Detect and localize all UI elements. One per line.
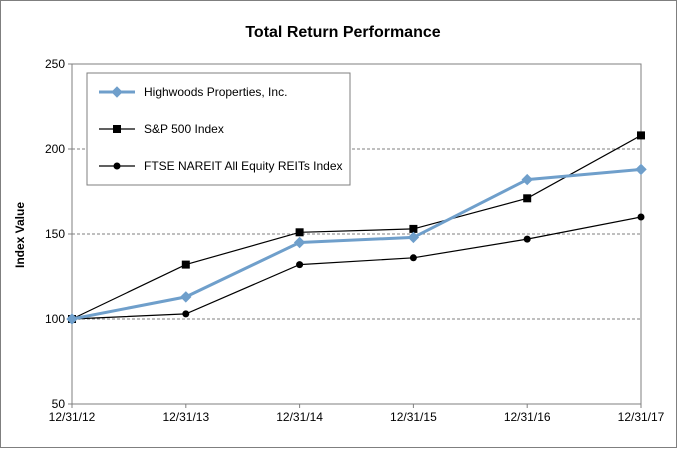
series-2-point-5: [637, 213, 645, 221]
legend-label-2: FTSE NAREIT All Equity REITs Index: [144, 159, 343, 173]
y-tick-label-100: 100: [45, 312, 65, 326]
series-2: [68, 213, 645, 323]
series-0-point-2: [293, 236, 306, 249]
y-tick-label-200: 200: [45, 142, 65, 156]
legend-marker-2: [113, 162, 121, 170]
series-0-point-3: [407, 231, 420, 244]
x-axis-ticks: 12/31/12 12/31/13 12/31/14 12/31/15 12/31/16…: [49, 404, 665, 424]
series-2-point-1: [182, 310, 190, 318]
series-2-point-2: [296, 261, 304, 269]
series-line-2: [71, 216, 642, 320]
series-1-point-2: [295, 228, 304, 237]
series-line-1: [71, 134, 642, 320]
series-line-0: [71, 167, 642, 321]
legend-marker-1: [113, 125, 121, 133]
legend-label-0: Highwoods Properties, Inc.: [144, 85, 287, 99]
series-0: [66, 163, 647, 325]
series-0-point-5: [635, 163, 647, 176]
y-axis-label: Index Value: [13, 202, 27, 268]
y-tick-label-50: 50: [52, 397, 66, 411]
legend: Highwoods Properties, Inc. S&P 500 Index F…: [86, 72, 351, 186]
series-1-point-3: [409, 224, 418, 233]
chart-title: Total Return Performance: [245, 24, 440, 41]
series-1-point-1: [181, 260, 190, 269]
y-tick-label-150: 150: [45, 227, 65, 241]
series-1-point-5: [637, 131, 645, 140]
series-1-point-4: [523, 194, 532, 203]
series-0-point-0: [66, 313, 78, 325]
x-tick-label-0: 12/31/12: [49, 410, 96, 424]
y-tick-label-250: 250: [45, 57, 65, 71]
x-tick-label-4: 12/31/16: [504, 410, 551, 424]
x-tick-label-5: 12/31/17: [618, 410, 665, 424]
series-0-point-1: [180, 291, 192, 303]
legend-marker-0: [111, 86, 123, 98]
series-0-point-4: [521, 173, 533, 186]
series-2-point-3: [409, 254, 417, 262]
series-layer: [66, 131, 647, 325]
y-axis-ticks: 50 100 150 200 250: [45, 57, 72, 411]
x-tick-label-3: 12/31/15: [390, 410, 437, 424]
legend-label-1: S&P 500 Index: [144, 122, 224, 136]
x-tick-label-1: 12/31/13: [162, 410, 209, 424]
x-tick-label-2: 12/31/14: [276, 410, 323, 424]
series-2-point-4: [523, 235, 531, 243]
